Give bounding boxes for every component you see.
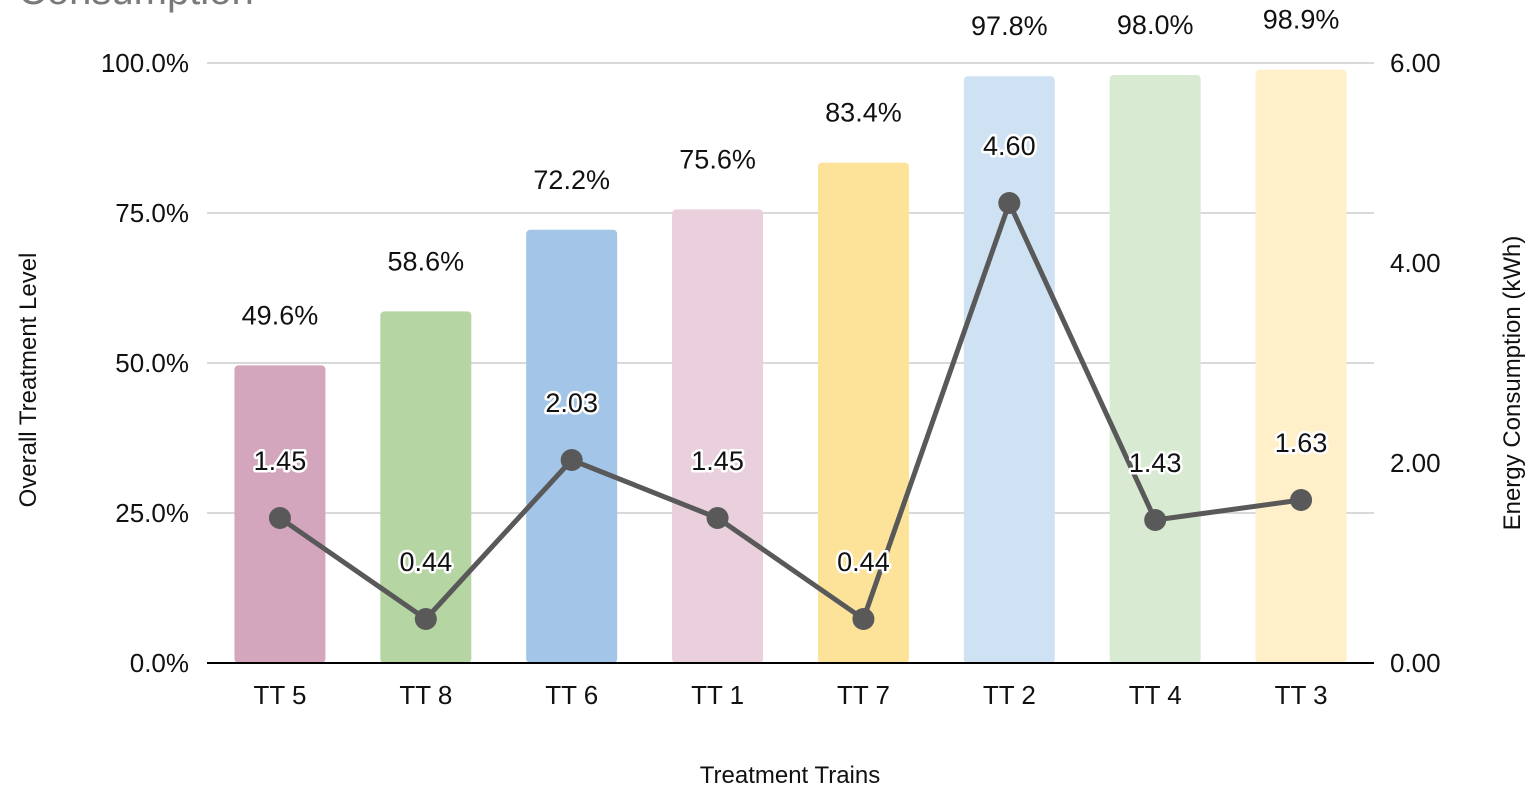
x-tick-label: TT 8 xyxy=(399,680,452,710)
line-value-label: 4.60 xyxy=(983,131,1036,161)
line-point xyxy=(852,608,875,630)
y-tick-label: 25.0% xyxy=(115,498,189,528)
bar-value-label: 49.6% xyxy=(242,300,319,330)
bar-data-labels: 49.6% 58.6% 72.2% 75.6% 83.4% 97.8% 98.0% 98.9% xyxy=(242,5,1340,331)
bar xyxy=(526,229,618,664)
bar xyxy=(817,162,909,663)
bar xyxy=(1255,69,1347,664)
line-point xyxy=(998,192,1021,214)
y2-tick-label: 2.00 xyxy=(1390,448,1441,478)
y-tick-label: 75.0% xyxy=(115,198,189,228)
y2-tick-label: 6.00 xyxy=(1390,48,1441,78)
y2-tick-label: 4.00 xyxy=(1390,248,1441,278)
line-point xyxy=(1144,509,1167,531)
bar-value-label: 75.6% xyxy=(679,144,756,174)
x-axis-title: Treatment Trains xyxy=(700,762,881,788)
line-value-label: 2.03 xyxy=(545,388,598,418)
x-tick-label: TT 4 xyxy=(1129,680,1182,710)
left-axis-ticks: 0.0% 25.0% 50.0% 75.0% 100.0% xyxy=(101,48,189,678)
line-data-labels: 1.45 0.44 2.03 1.45 0.44 4.60 1.43 1.63 xyxy=(251,129,1330,580)
bar-value-label: 98.9% xyxy=(1263,5,1340,35)
bar-value-label: 83.4% xyxy=(825,98,902,128)
y2-tick-label: 0.00 xyxy=(1390,648,1441,678)
line-point xyxy=(268,507,291,529)
line-point xyxy=(560,449,583,471)
right-axis-ticks: 0.00 2.00 4.00 6.00 xyxy=(1390,48,1441,678)
line-point xyxy=(706,507,729,529)
line-point xyxy=(414,608,437,630)
y-axis-title: Overall Treatment Level xyxy=(15,253,42,508)
y-tick-label: 50.0% xyxy=(115,348,189,378)
bar-value-label: 98.0% xyxy=(1117,10,1194,40)
line-value-label: 1.45 xyxy=(691,446,744,476)
y-tick-label: 100.0% xyxy=(101,48,189,78)
x-tick-label: TT 7 xyxy=(837,680,890,710)
bar-value-label: 97.8% xyxy=(971,11,1048,41)
line-value-label: 0.44 xyxy=(400,547,453,577)
line-series xyxy=(268,192,1313,630)
bar-series xyxy=(234,69,1347,664)
bar xyxy=(672,209,764,663)
bar-value-label: 72.2% xyxy=(533,165,610,195)
bar xyxy=(380,311,472,663)
bar xyxy=(963,76,1055,663)
line-value-label: 1.63 xyxy=(1275,428,1328,458)
x-tick-label: TT 6 xyxy=(545,680,598,710)
bar xyxy=(1109,75,1201,663)
line-point xyxy=(1290,489,1313,511)
line-value-label: 0.44 xyxy=(837,547,890,577)
x-tick-label: TT 1 xyxy=(691,680,744,710)
bar-value-label: 58.6% xyxy=(388,246,465,276)
y2-axis-title: Energy Consumption (kWh) xyxy=(1499,236,1526,531)
x-tick-label: TT 3 xyxy=(1275,680,1328,710)
line-value-label: 1.45 xyxy=(254,446,307,476)
x-tick-label: TT 2 xyxy=(983,680,1036,710)
chart-title: Consumption xyxy=(18,0,254,13)
y-tick-label: 0.0% xyxy=(130,648,189,678)
line-value-label: 1.43 xyxy=(1129,448,1182,478)
energy-line xyxy=(278,200,1302,622)
x-tick-label: TT 5 xyxy=(253,680,306,710)
category-axis-labels: TT 5 TT 8 TT 6 TT 1 TT 7 TT 2 TT 4 TT 3 xyxy=(253,680,1327,710)
